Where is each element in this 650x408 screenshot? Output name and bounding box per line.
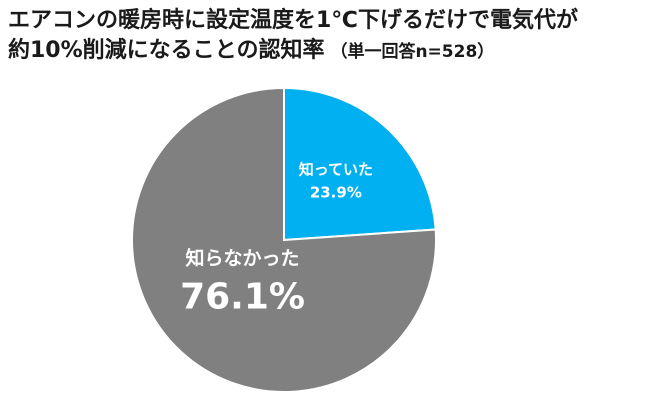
slice-knew-value-label: 23.9% <box>310 183 362 201</box>
slice-did-not-know <box>131 86 437 393</box>
chart-sample-note: （単一回答n=528） <box>330 42 495 62</box>
slice-did-not-know-value-label: 76.1% <box>180 276 305 317</box>
slice-did-not-know-name-label: 知らなかった <box>186 246 300 269</box>
chart-title-line-2-text: 約10%削減になることの認知率 <box>8 38 325 63</box>
chart-title-line-2: 約10%削減になることの認知率 （単一回答n=528） <box>8 36 644 67</box>
pie-labels: 知っていた 23.9% 知らなかった 76.1% <box>180 160 373 317</box>
slice-knew-name-label: 知っていた <box>299 160 373 178</box>
chart-title: エアコンの暖房時に設定温度を1℃下げるだけで電気代が 約10%削減になることの認… <box>8 6 644 67</box>
pie-slices <box>131 86 437 393</box>
chart-title-line-1: エアコンの暖房時に設定温度を1℃下げるだけで電気代が <box>8 8 578 33</box>
slice-knew <box>283 86 437 242</box>
